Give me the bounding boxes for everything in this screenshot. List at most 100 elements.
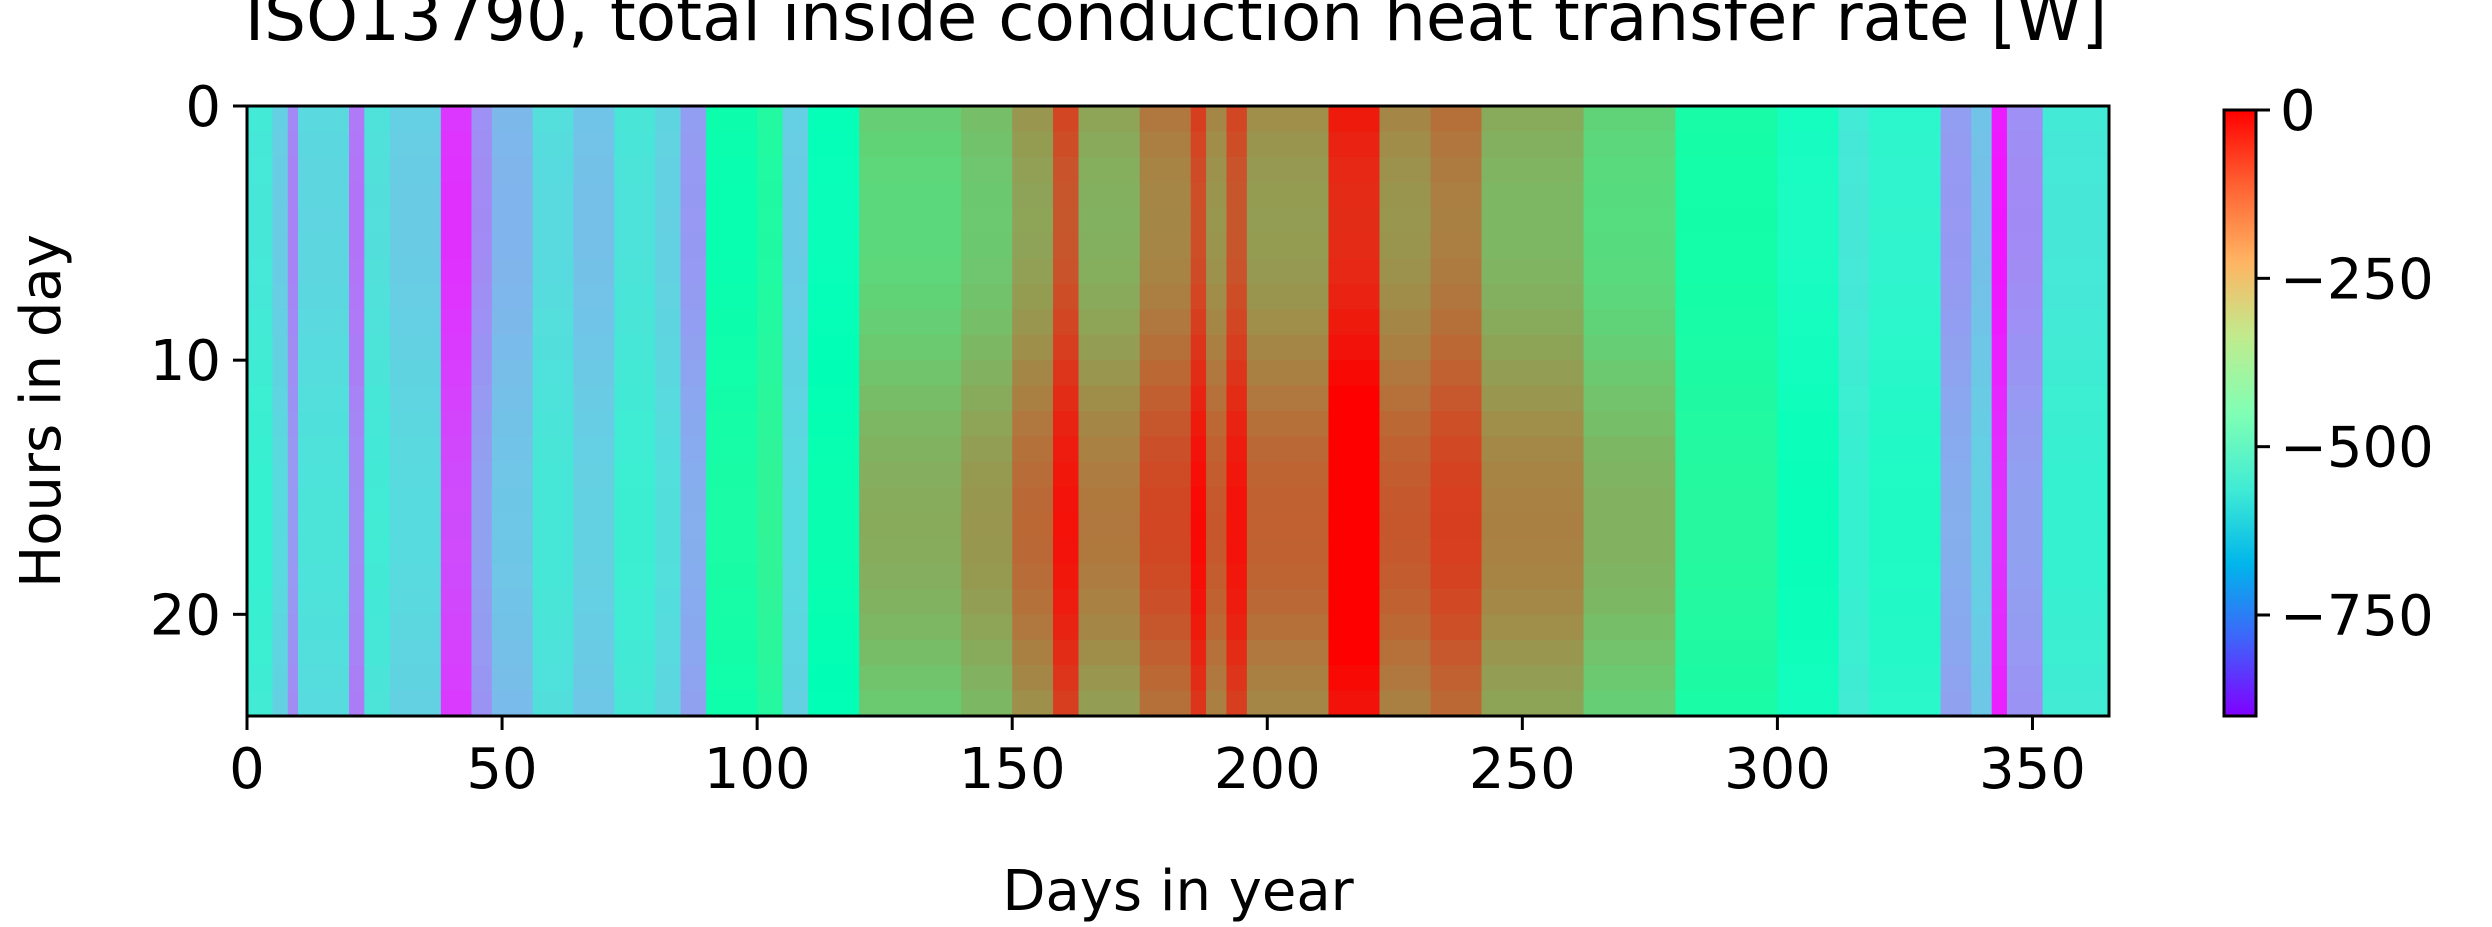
heat-cell (491, 385, 534, 412)
heat-cell (1991, 131, 2008, 158)
heat-cell (1206, 309, 1228, 336)
heat-cell (471, 334, 493, 361)
heat-cell (1206, 512, 1228, 539)
heat-cell (573, 360, 615, 387)
heat-cell (1940, 538, 1972, 565)
heat-cell (1328, 538, 1381, 565)
heat-cell (1206, 156, 1228, 183)
heat-cell (1053, 538, 1080, 565)
heat-cell (1940, 106, 1972, 133)
heat-cell (389, 538, 442, 565)
heat-cell (961, 436, 1013, 463)
heat-cell (1481, 614, 1585, 641)
heat-cell (782, 411, 809, 438)
heat-cell (1869, 334, 1942, 361)
heat-cell (1206, 106, 1228, 133)
heat-cell (655, 690, 682, 717)
heat-cell (961, 334, 1013, 361)
heat-cell (1430, 614, 1483, 641)
heat-cell (1190, 690, 1207, 717)
heat-cell (1838, 360, 1870, 387)
heat-cell (1246, 360, 1330, 387)
heat-cell (1777, 461, 1840, 488)
heat-cell (471, 512, 493, 539)
heat-cell (1226, 436, 1248, 463)
heat-cell (532, 436, 575, 463)
heat-cell (471, 411, 493, 438)
heat-cell (471, 258, 493, 285)
heat-cell (1583, 283, 1676, 310)
heat-cell (757, 334, 784, 361)
colorbar-ticks: 0 −250 −500 −750 (2256, 79, 2434, 649)
heat-cell (1012, 512, 1054, 539)
heat-cell (1869, 436, 1942, 463)
x-tick-label: 200 (1214, 737, 1321, 802)
heat-cell (1190, 385, 1207, 412)
heat-cell (1190, 639, 1207, 666)
heat-cell (247, 156, 274, 183)
heat-cell (298, 182, 350, 209)
heat-cell (1777, 436, 1840, 463)
heat-cell (2006, 258, 2044, 285)
heat-cell (1940, 614, 1972, 641)
heat-cell (1078, 538, 1141, 565)
heat-cell (1078, 334, 1141, 361)
heat-cell (1078, 106, 1141, 133)
heat-cell (532, 106, 575, 133)
heat-cell (961, 207, 1013, 234)
heat-cell (364, 461, 391, 488)
heat-cell (1481, 487, 1585, 514)
heat-cell (614, 588, 656, 615)
heat-cell (364, 436, 391, 463)
heat-cell (1991, 487, 2008, 514)
heat-cell (2042, 411, 2110, 438)
heat-cell (364, 106, 391, 133)
heat-cell (440, 131, 473, 158)
heat-cell (1675, 233, 1779, 260)
heat-cell (1139, 436, 1192, 463)
heat-cell (1675, 258, 1779, 285)
heat-cell (961, 411, 1013, 438)
heat-cell (532, 385, 575, 412)
heat-cell (1190, 411, 1207, 438)
heat-cell (1991, 360, 2008, 387)
heat-cell (364, 512, 391, 539)
heat-cell (1583, 411, 1676, 438)
heat-cell (1869, 461, 1942, 488)
heat-cell (680, 258, 707, 285)
heat-cell (389, 436, 442, 463)
heat-cell (1991, 639, 2008, 666)
heat-cell (1940, 588, 1972, 615)
heat-cell (1379, 538, 1432, 565)
heat-cell (706, 233, 758, 260)
heat-cell (1139, 131, 1192, 158)
heat-cell (440, 334, 473, 361)
heat-cell (440, 258, 473, 285)
heat-cell (1190, 207, 1207, 234)
heat-cell (247, 512, 274, 539)
heat-cell (471, 156, 493, 183)
heat-cell (1971, 334, 1993, 361)
heat-cell (2042, 156, 2110, 183)
heat-cell (1869, 690, 1942, 717)
heat-cell (1971, 436, 1993, 463)
heat-cell (1078, 385, 1141, 412)
heat-cell (680, 385, 707, 412)
heat-cell (287, 665, 299, 692)
heat-cell (287, 639, 299, 666)
heat-cell (389, 334, 442, 361)
heat-cell (2042, 258, 2110, 285)
heat-cell (1838, 182, 1870, 209)
heat-cell (287, 538, 299, 565)
heat-cell (1328, 233, 1381, 260)
heat-cell (573, 156, 615, 183)
heat-cell (2042, 563, 2110, 590)
heat-cell (1583, 614, 1676, 641)
heat-cell (471, 131, 493, 158)
heat-cell (1226, 156, 1248, 183)
heat-cell (1246, 258, 1330, 285)
heat-cell (1777, 106, 1840, 133)
heat-cell (706, 665, 758, 692)
heat-cell (1777, 639, 1840, 666)
heat-cell (1226, 639, 1248, 666)
